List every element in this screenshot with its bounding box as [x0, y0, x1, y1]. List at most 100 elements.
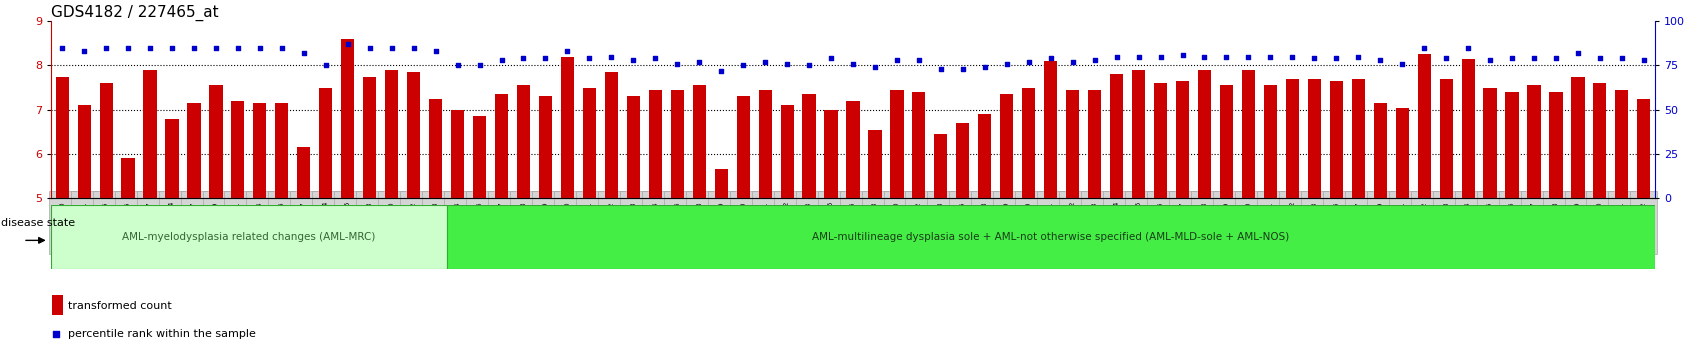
Point — [1630, 57, 1657, 63]
Bar — [934, 134, 946, 198]
Bar — [1615, 90, 1628, 198]
Point — [1410, 45, 1437, 51]
Point — [159, 45, 186, 51]
Point — [663, 61, 691, 67]
Point — [708, 68, 735, 74]
Point — [43, 331, 70, 337]
Bar — [56, 76, 68, 198]
Point — [839, 61, 866, 67]
Point — [641, 56, 668, 61]
Bar — [51, 205, 447, 269]
Bar — [275, 103, 288, 198]
Bar — [1132, 70, 1144, 198]
Point — [1014, 59, 1042, 65]
Point — [1366, 57, 1393, 63]
Bar — [232, 101, 244, 198]
Point — [992, 61, 1020, 67]
Bar — [1483, 88, 1495, 198]
Point — [905, 57, 933, 63]
Bar — [737, 97, 748, 198]
Point — [750, 59, 777, 65]
Point — [970, 64, 997, 70]
Bar — [121, 159, 135, 198]
Point — [1168, 52, 1195, 58]
Bar — [692, 85, 706, 198]
Bar — [1153, 83, 1166, 198]
Bar — [472, 116, 486, 198]
Bar — [1373, 103, 1386, 198]
Point — [1475, 57, 1502, 63]
Bar — [1461, 59, 1473, 198]
Point — [443, 63, 471, 68]
Point — [1454, 45, 1482, 51]
Point — [1541, 56, 1569, 61]
Bar — [447, 205, 1654, 269]
Bar — [583, 88, 595, 198]
Point — [1234, 54, 1262, 59]
Point — [1059, 59, 1086, 65]
Bar — [53, 295, 63, 315]
Point — [575, 56, 602, 61]
Bar — [781, 105, 793, 198]
Bar — [1637, 99, 1649, 198]
Point — [465, 63, 493, 68]
Bar — [912, 92, 924, 198]
Point — [861, 64, 888, 70]
Point — [619, 57, 646, 63]
Point — [246, 45, 273, 51]
Bar — [252, 103, 266, 198]
Point — [1103, 54, 1130, 59]
Point — [817, 56, 844, 61]
Point — [1299, 56, 1326, 61]
Point — [597, 54, 624, 59]
Bar — [1504, 92, 1517, 198]
Text: transformed count: transformed count — [68, 301, 170, 311]
Bar — [539, 97, 552, 198]
Bar — [1088, 90, 1101, 198]
Point — [1037, 56, 1064, 61]
Bar — [77, 105, 90, 198]
Bar — [648, 90, 662, 198]
Point — [1344, 54, 1371, 59]
Bar — [1328, 81, 1342, 198]
Text: AML-myelodysplasia related changes (AML-MRC): AML-myelodysplasia related changes (AML-… — [123, 232, 375, 242]
Point — [1146, 54, 1173, 59]
Point — [1586, 56, 1613, 61]
Point — [1388, 61, 1415, 67]
Bar — [1066, 90, 1079, 198]
Bar — [670, 90, 684, 198]
Point — [334, 41, 361, 47]
Point — [1081, 57, 1108, 63]
Point — [928, 66, 955, 72]
Point — [379, 45, 406, 51]
Bar — [297, 147, 310, 198]
Bar — [801, 94, 815, 198]
Point — [312, 63, 339, 68]
Point — [772, 61, 800, 67]
Bar — [1219, 85, 1233, 198]
Bar — [1548, 92, 1562, 198]
Bar — [957, 123, 968, 198]
Bar — [1263, 85, 1277, 198]
Text: GDS4182 / 227465_at: GDS4182 / 227465_at — [51, 5, 218, 21]
Bar — [450, 110, 464, 198]
Point — [1257, 54, 1284, 59]
Point — [1497, 56, 1524, 61]
Point — [268, 45, 295, 51]
Bar — [626, 97, 639, 198]
Bar — [846, 101, 859, 198]
Bar — [1526, 85, 1540, 198]
Point — [488, 57, 515, 63]
Point — [1321, 56, 1349, 61]
Bar — [407, 72, 419, 198]
Text: disease state: disease state — [2, 218, 75, 228]
Point — [290, 50, 317, 56]
Point — [92, 45, 119, 51]
Bar — [363, 76, 377, 198]
Bar — [1308, 79, 1320, 198]
Bar — [1021, 88, 1035, 198]
Point — [554, 48, 581, 54]
Bar — [385, 70, 397, 198]
Bar — [1395, 108, 1408, 198]
Bar — [517, 85, 530, 198]
